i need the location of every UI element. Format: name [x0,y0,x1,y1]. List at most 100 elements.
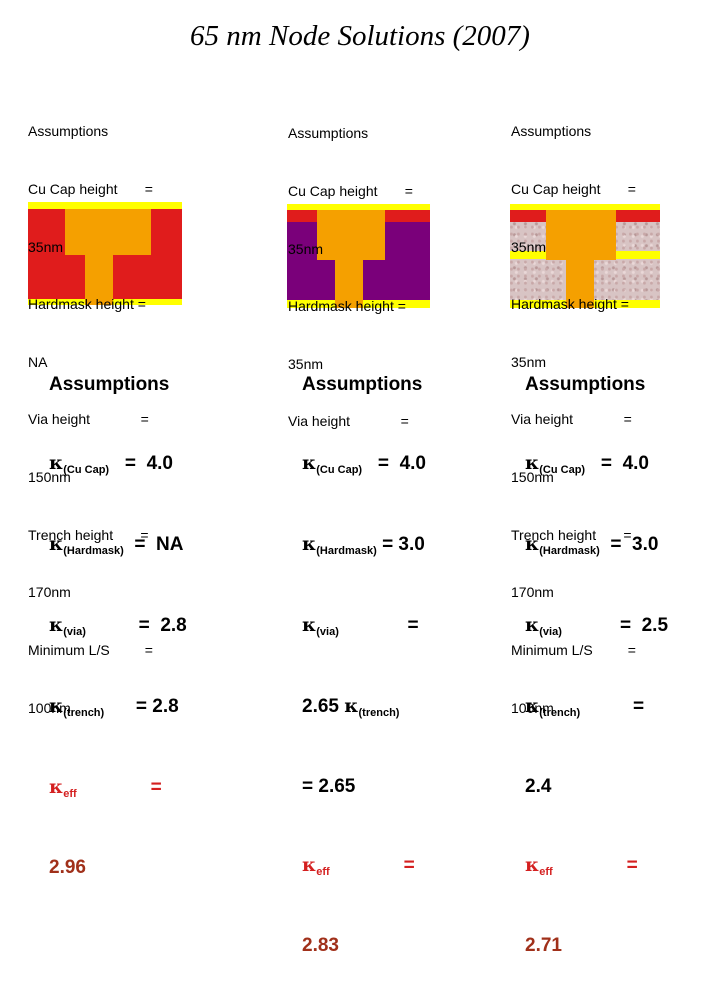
kappa-heading: Assumptions [302,374,423,395]
kappa-symbol-icon: κ [49,695,64,717]
kappa-value: = 3.0 [610,534,659,555]
via-metal [335,260,363,308]
kappa-via: κ(via) = 2.5 [525,612,668,641]
kappa-symbol-icon: κ [49,452,64,474]
kappa-value: = [407,615,419,636]
kappa-trench-value: 2.4 [525,776,552,797]
kappa-sub: (Hardmask) [316,545,377,557]
kappa-trench: 2.65 κ(trench) [302,693,426,722]
kappa-eff-value: 2.71 [525,935,562,956]
kappa-symbol-icon: κ [344,695,359,717]
kappa-symbol-icon: κ [302,614,317,636]
stack-diagram-2 [287,204,430,308]
assumption-line: Cu Cap height = [511,181,636,198]
assumption-line: 35nm [511,353,547,370]
kappa-hardmask: κ(Hardmask) = NA [49,531,187,560]
kappa-via: κ(via) = [302,612,426,641]
assumption-line: Via height = [511,411,632,428]
kappa-eff-value: 2.83 [302,935,339,956]
kappa-value: = 4.0 [124,453,173,474]
kappa-value: = [633,696,645,717]
kappa-via: κ(via) = 2.8 [49,612,187,641]
kappa-eff: κeff = [49,774,187,803]
kappa-heading: Assumptions [525,374,646,395]
slide-title: 65 nm Node Solutions (2007) [190,20,530,52]
assumption-line: NA [28,353,48,370]
assumption-line: Hardmask height = [511,296,629,313]
trench-metal [65,209,151,255]
kappa-sub: (Cu Cap) [316,464,363,476]
kappa-sub: (Hardmask) [63,545,124,557]
assumption-line: Via height = [288,413,409,430]
assumptions-text-2: Assumptions Cu Cap height = 35nm Hardmas… [288,86,413,451]
cap-layer [287,204,430,210]
trench-metal [317,210,385,260]
kappa-sub: eff [539,866,553,878]
kappa-eff: κeff = [302,852,426,881]
kappa-eq: = [403,855,415,876]
kappa-sub: (Cu Cap) [63,464,110,476]
stack-diagram-1 [28,202,182,305]
kappa-eff: κeff = [525,852,668,881]
cap-layer [28,202,182,209]
assumption-line: 150nm [511,469,554,486]
kappa-sub: (via) [63,626,86,638]
kappa-sub: (via) [539,626,562,638]
stack-diagram-3 [510,204,660,308]
kappa-symbol-icon: κ [525,533,540,555]
assumption-line: Assumptions [28,123,109,140]
assumption-line: 35nm [288,240,324,257]
kappa-sub: (trench) [358,707,400,719]
kappa-heading: Assumptions [49,374,170,395]
kappa-value: = NA [134,534,184,555]
kappa-symbol-icon: κ [302,854,317,876]
kappa-symbol-icon: κ [49,776,64,798]
kappa-value: = 4.0 [377,453,426,474]
kappa-sub: eff [63,788,77,800]
kappa-cu-cap: κ(Cu Cap) = 4.0 [49,450,187,479]
kappa-eq: = [626,855,638,876]
kappa-eq: = [150,777,162,798]
kappa-sub: (trench) [63,707,105,719]
kappa-trench: κ(trench) = [525,693,668,722]
assumption-line: 35nm [28,238,64,255]
assumption-line: Assumptions [288,125,369,142]
assumption-line: 35nm [511,238,547,255]
trench-metal [546,210,616,260]
kappa-value: = 2.8 [138,615,187,636]
kappa-block-1: Assumptions κ(Cu Cap) = 4.0 κ(Hardmask) … [49,320,187,907]
kappa-symbol-icon: κ [525,695,540,717]
kappa-sub: (via) [316,626,339,638]
assumption-line: Trench height = [28,526,149,543]
assumption-line: Assumptions [511,123,592,140]
assumption-line: 150nm [28,469,71,486]
assumption-line: Hardmask height = [28,296,146,313]
kappa-symbol-icon: κ [49,614,64,636]
kappa-symbol-icon: κ [302,452,317,474]
assumption-line: 35nm [288,355,324,372]
kappa-symbol-icon: κ [525,854,540,876]
kappa-value: = 2.8 [135,696,179,717]
kappa-value: = 3.0 [382,534,425,555]
kappa-sub: (trench) [539,707,581,719]
kappa-trench-value: = 2.65 [302,776,356,797]
assumption-line: Cu Cap height = [288,183,413,200]
kappa-cu-cap: κ(Cu Cap) = 4.0 [525,450,668,479]
kappa-value: = 2.5 [619,615,669,636]
kappa-cu-cap: κ(Cu Cap) = 4.0 [302,450,426,479]
assumption-line: Via height = [28,411,149,428]
assumption-line: Cu Cap height = [28,181,153,198]
kappa-value: 2.65 [302,696,339,717]
kappa-hardmask: κ(Hardmask) = 3.0 [302,531,426,560]
kappa-symbol-icon: κ [525,452,540,474]
kappa-trench: κ(trench) = 2.8 [49,693,187,722]
kappa-symbol-icon: κ [302,533,317,555]
via-metal [85,255,113,305]
assumption-line: Trench height = [511,526,632,543]
assumption-line: Hardmask height = [288,298,406,315]
kappa-sub: (Cu Cap) [539,464,586,476]
via-metal [566,260,594,308]
kappa-block-2: Assumptions κ(Cu Cap) = 4.0 κ(Hardmask) … [302,320,426,985]
kappa-eff-value: 2.96 [49,857,86,878]
kappa-block-3: Assumptions κ(Cu Cap) = 4.0 κ(Hardmask) … [525,320,668,985]
